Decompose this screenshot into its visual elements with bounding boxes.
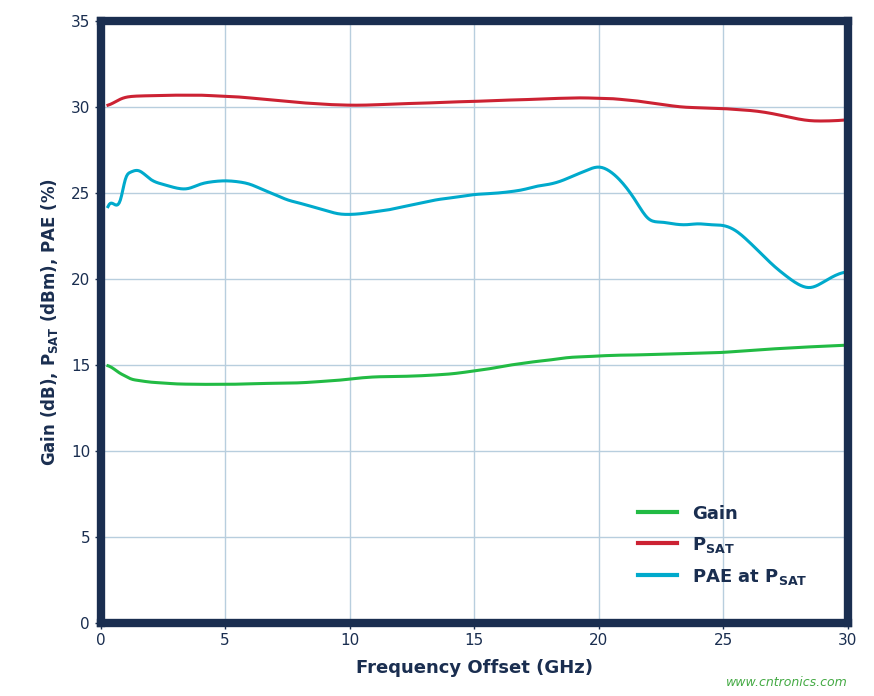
Gain	[199, 380, 210, 388]
P$_{\mathregular{SAT}}$	[191, 91, 201, 100]
Text: www.cntronics.com: www.cntronics.com	[726, 676, 848, 689]
Gain	[439, 370, 449, 379]
Gain	[103, 362, 114, 370]
Gain	[295, 379, 305, 387]
PAE at P$_{\mathregular{SAT}}$	[293, 198, 303, 207]
P$_{\mathregular{SAT}}$	[843, 116, 853, 124]
P$_{\mathregular{SAT}}$	[235, 93, 246, 102]
P$_{\mathregular{SAT}}$	[540, 95, 551, 103]
Gain	[235, 380, 246, 388]
Y-axis label: Gain (dB), P$_{\mathregular{SAT}}$ (dBm), PAE (%): Gain (dB), P$_{\mathregular{SAT}}$ (dBm)…	[38, 178, 59, 466]
PAE at P$_{\mathregular{SAT}}$	[598, 164, 608, 172]
Line: PAE at P$_{\mathregular{SAT}}$: PAE at P$_{\mathregular{SAT}}$	[108, 167, 848, 287]
P$_{\mathregular{SAT}}$	[815, 117, 826, 125]
PAE at P$_{\mathregular{SAT}}$	[661, 219, 671, 227]
P$_{\mathregular{SAT}}$	[295, 98, 305, 106]
Line: P$_{\mathregular{SAT}}$: P$_{\mathregular{SAT}}$	[108, 95, 848, 121]
PAE at P$_{\mathregular{SAT}}$	[438, 195, 448, 203]
P$_{\mathregular{SAT}}$	[103, 101, 114, 109]
PAE at P$_{\mathregular{SAT}}$	[538, 181, 549, 189]
P$_{\mathregular{SAT}}$	[661, 101, 671, 109]
Legend: Gain, P$_{\mathregular{SAT}}$, PAE at P$_{\mathregular{SAT}}$: Gain, P$_{\mathregular{SAT}}$, PAE at P$…	[628, 496, 816, 596]
P$_{\mathregular{SAT}}$	[439, 98, 449, 106]
PAE at P$_{\mathregular{SAT}}$	[233, 177, 244, 186]
Line: Gain: Gain	[108, 345, 848, 384]
Gain	[843, 341, 853, 349]
PAE at P$_{\mathregular{SAT}}$	[103, 203, 114, 211]
PAE at P$_{\mathregular{SAT}}$	[804, 283, 815, 292]
PAE at P$_{\mathregular{SAT}}$	[593, 163, 604, 171]
PAE at P$_{\mathregular{SAT}}$	[843, 268, 853, 276]
Gain	[598, 351, 608, 360]
X-axis label: Frequency Offset (GHz): Frequency Offset (GHz)	[356, 659, 593, 677]
P$_{\mathregular{SAT}}$	[598, 94, 608, 102]
Gain	[540, 356, 551, 365]
Gain	[661, 350, 671, 358]
